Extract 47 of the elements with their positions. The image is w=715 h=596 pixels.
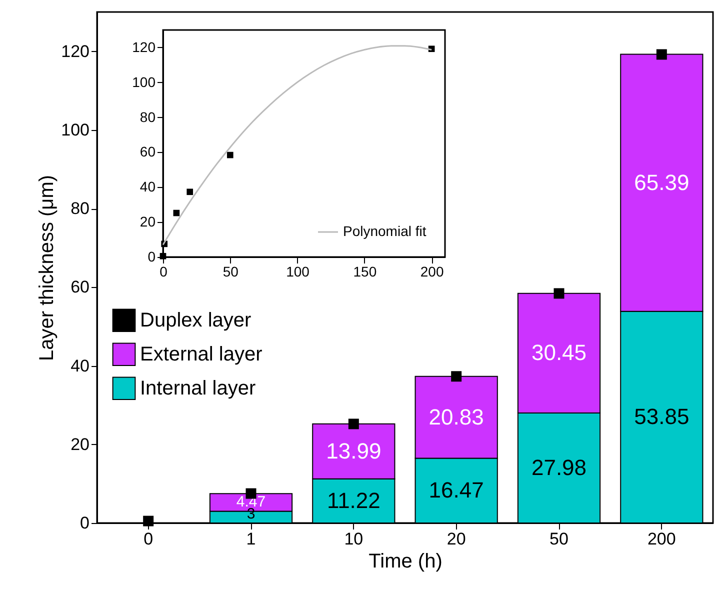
y-tick-label: 60: [70, 278, 90, 297]
x-tick-label: 1: [246, 530, 256, 548]
data-label: 53.85: [634, 404, 690, 430]
x-tick-label: 100: [286, 264, 310, 280]
point: [186, 188, 194, 196]
point: [554, 288, 564, 299]
legend-label: Polynomial fit: [343, 223, 426, 239]
data-label: 20.83: [428, 404, 484, 430]
y-tick-label: 100: [61, 120, 90, 140]
point: [173, 210, 180, 216]
x-tick-label: 200: [647, 530, 676, 548]
x-axis-title: Time (h): [368, 550, 442, 572]
data-label: 16.47: [428, 478, 484, 503]
x-tick-label: 20: [446, 530, 466, 548]
legend-label: Duplex layer: [140, 309, 252, 332]
y-tick-label: 0: [148, 248, 156, 264]
data-label: 30.45: [531, 340, 587, 366]
x-tick-label: 200: [420, 264, 444, 280]
x-tick-label: 0: [160, 264, 168, 280]
data-label: 27.98: [531, 455, 587, 480]
y-tick-label: 120: [61, 42, 90, 61]
legend-label: Internal layer: [140, 377, 256, 400]
x-tick-label: 150: [353, 264, 377, 280]
point: [348, 418, 359, 430]
y-tick-label: 40: [140, 178, 156, 195]
y-tick-label: 80: [70, 199, 90, 218]
y-tick-label: 20: [140, 214, 156, 230]
y-tick-label: 120: [132, 38, 156, 55]
data-label: 13.99: [326, 438, 382, 464]
x-tick-label: 10: [344, 530, 364, 548]
y-tick-label: 40: [70, 356, 90, 376]
y-tick-label: 0: [80, 514, 90, 532]
legend-label: External layer: [140, 343, 263, 366]
point: [160, 252, 166, 260]
y-tick-label: 20: [70, 434, 90, 454]
point: [143, 516, 154, 526]
x-tick-label: 50: [222, 264, 239, 280]
y-tick-label: 60: [140, 144, 156, 160]
point: [226, 152, 234, 158]
y-axis-title: Layer thickness (μm): [36, 174, 58, 362]
point: [451, 371, 462, 382]
y-tick-label: 100: [132, 74, 156, 90]
point: [656, 49, 667, 60]
x-tick-label: 50: [550, 530, 568, 548]
data-label: 65.39: [634, 170, 690, 195]
y-tick-label: 80: [140, 108, 156, 125]
data-label: 11.22: [326, 488, 380, 513]
